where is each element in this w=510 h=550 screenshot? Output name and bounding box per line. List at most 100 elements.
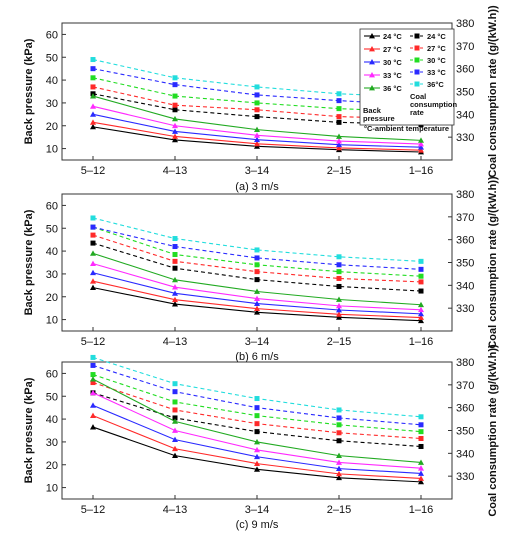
y-right-tick-label: 380 [456,357,474,369]
back-pressure-point [418,470,424,476]
coal-point [336,262,342,268]
chart-panel-3: 5–12 4–13 3–14 2–15 1–16 10 20 30 40 50 60 330 340 35… [23,344,499,531]
back-pressure-series-4 [90,260,424,313]
coal-point [254,262,260,268]
coal-series-2 [90,380,424,441]
coal-point [254,405,260,411]
y-left-axis-label: Back pressure (kPa) [23,377,35,483]
legend-bp-marker [369,46,375,52]
coal-point [90,57,96,63]
panel-caption: (b) 6 m/s [235,351,279,363]
back-pressure-point [172,301,178,307]
y-left-tick-label: 10 [46,144,58,156]
y-left-tick-label: 30 [46,98,58,110]
coal-point [90,66,96,72]
back-pressure-point [336,144,342,151]
back-pressure-point [254,140,260,147]
x-tick-label: 4–13 [163,504,187,516]
coal-point [336,91,342,97]
back-pressure-point [90,278,96,284]
back-pressure-series-4 [90,103,424,147]
legend-coal-label: 24 °C [427,32,446,41]
back-pressure-point [172,136,178,143]
back-pressure-point [172,290,178,296]
x-tick-label: 5–12 [81,504,105,516]
legend-box [359,28,455,126]
legend-coal-title-3: rate [410,108,424,117]
legend-coal-marker [414,45,420,51]
y-right-tick-label: 380 [456,18,474,30]
coal-point [418,279,424,285]
legend-back-pressure-title-2: pressure [363,114,395,123]
back-pressure-point [254,295,260,301]
coal-point [90,232,96,238]
legend-coal-title-2: consumption [410,100,457,109]
coal-point [336,415,342,421]
back-pressure-point [336,311,342,317]
coal-series-4 [90,362,424,428]
coal-point [172,407,178,413]
back-pressure-point [254,460,260,467]
y-left-tick-label: 20 [46,121,58,133]
legend-bp-marker [369,59,375,65]
coal-point [418,443,424,449]
coal-point [172,415,178,421]
coal-point [90,215,96,221]
legend-back-pressure-title-1: Back [363,106,382,115]
coal-point [254,421,260,427]
y-left-tick-label: 50 [46,223,58,235]
coal-point [90,75,96,81]
back-pressure-series-3 [90,269,424,317]
y-left-axis-label: Back pressure (kPa) [23,209,35,315]
y-right-tick-label: 360 [456,64,474,76]
y-left-tick-label: 40 [46,246,58,258]
back-pressure-point [418,310,424,317]
y-left-tick-label: 10 [46,483,58,495]
y-left-tick-label: 30 [46,269,58,281]
y-right-axis-label: Coal consumption rate (g/(kW.h)) [487,344,499,517]
coal-point [172,258,178,264]
coal-point [336,430,342,436]
back-pressure-point [418,465,424,471]
back-pressure-point [418,475,424,481]
y-right-tick-label: 360 [456,235,474,247]
y-left-tick-label: 60 [46,29,58,41]
coal-point [172,389,178,395]
back-pressure-point [336,138,342,144]
back-pressure-point [172,276,178,283]
back-pressure-series-5 [90,250,424,308]
back-pressure-point [90,250,96,256]
back-pressure-point [418,306,424,313]
y-left-tick-label: 50 [46,391,58,403]
x-tick-label: 4–13 [163,336,187,348]
coal-point [254,413,260,419]
y-right-tick-label: 340 [456,448,474,460]
back-pressure-point [172,296,178,303]
coal-point [336,407,342,413]
back-pressure-point [336,459,342,465]
back-pressure-point [90,424,96,430]
back-pressure-point [418,141,424,147]
legend-bp-label: 27 °C [383,45,402,54]
back-pressure-point [418,314,424,320]
coal-point [418,435,424,441]
back-pressure-series-3 [90,402,424,476]
coal-point [172,265,178,271]
coal-point [172,399,178,405]
coal-point [172,244,178,250]
legend-coal-label: 36°C [427,80,444,89]
back-pressure-point [418,144,424,150]
y-right-axis-label: Coal consumption rate (g/(kW.h)) [487,176,499,349]
back-pressure-point [90,93,96,99]
back-pressure-series-4 [90,389,424,471]
y-right-tick-label: 350 [456,87,474,99]
x-tick-label: 3–14 [245,336,269,348]
coal-point [172,107,178,113]
back-pressure-point [172,128,178,134]
coal-point [254,277,260,283]
legend-bp-marker [369,85,375,91]
coal-point [336,275,342,281]
y-right-tick-label: 350 [456,258,474,270]
y-right-tick-label: 330 [456,132,474,144]
y-left-tick-label: 30 [46,437,58,449]
